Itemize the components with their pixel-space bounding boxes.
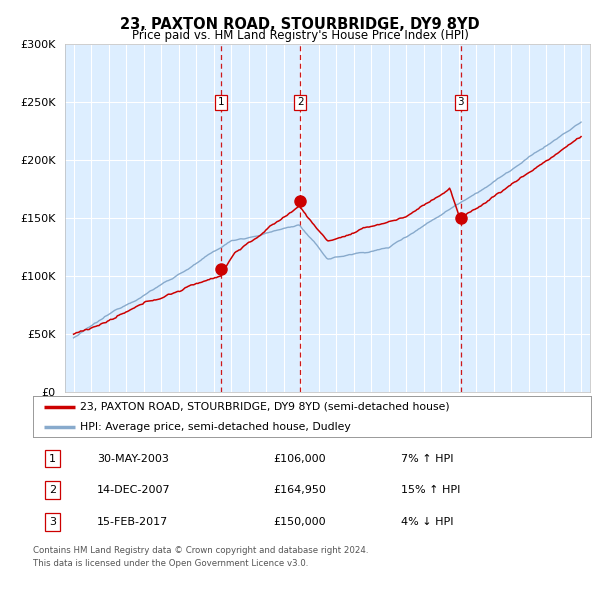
Text: 30-MAY-2003: 30-MAY-2003	[97, 454, 169, 464]
Text: £150,000: £150,000	[273, 517, 326, 527]
Text: 7% ↑ HPI: 7% ↑ HPI	[401, 454, 454, 464]
Text: 15% ↑ HPI: 15% ↑ HPI	[401, 486, 461, 495]
Text: 14-DEC-2007: 14-DEC-2007	[97, 486, 171, 495]
Text: 1: 1	[49, 454, 56, 464]
Text: 2: 2	[49, 486, 56, 495]
Text: 3: 3	[457, 97, 464, 107]
Text: 23, PAXTON ROAD, STOURBRIDGE, DY9 8YD: 23, PAXTON ROAD, STOURBRIDGE, DY9 8YD	[120, 17, 480, 31]
Text: 4% ↓ HPI: 4% ↓ HPI	[401, 517, 454, 527]
Text: 23, PAXTON ROAD, STOURBRIDGE, DY9 8YD (semi-detached house): 23, PAXTON ROAD, STOURBRIDGE, DY9 8YD (s…	[80, 402, 450, 411]
Text: Contains HM Land Registry data © Crown copyright and database right 2024.: Contains HM Land Registry data © Crown c…	[33, 546, 368, 555]
Text: 15-FEB-2017: 15-FEB-2017	[97, 517, 169, 527]
Text: This data is licensed under the Open Government Licence v3.0.: This data is licensed under the Open Gov…	[33, 559, 308, 568]
Text: £106,000: £106,000	[273, 454, 326, 464]
Text: 3: 3	[49, 517, 56, 527]
Text: HPI: Average price, semi-detached house, Dudley: HPI: Average price, semi-detached house,…	[80, 422, 351, 431]
Text: 1: 1	[217, 97, 224, 107]
Text: £164,950: £164,950	[273, 486, 326, 495]
Text: Price paid vs. HM Land Registry's House Price Index (HPI): Price paid vs. HM Land Registry's House …	[131, 30, 469, 42]
Text: 2: 2	[297, 97, 304, 107]
